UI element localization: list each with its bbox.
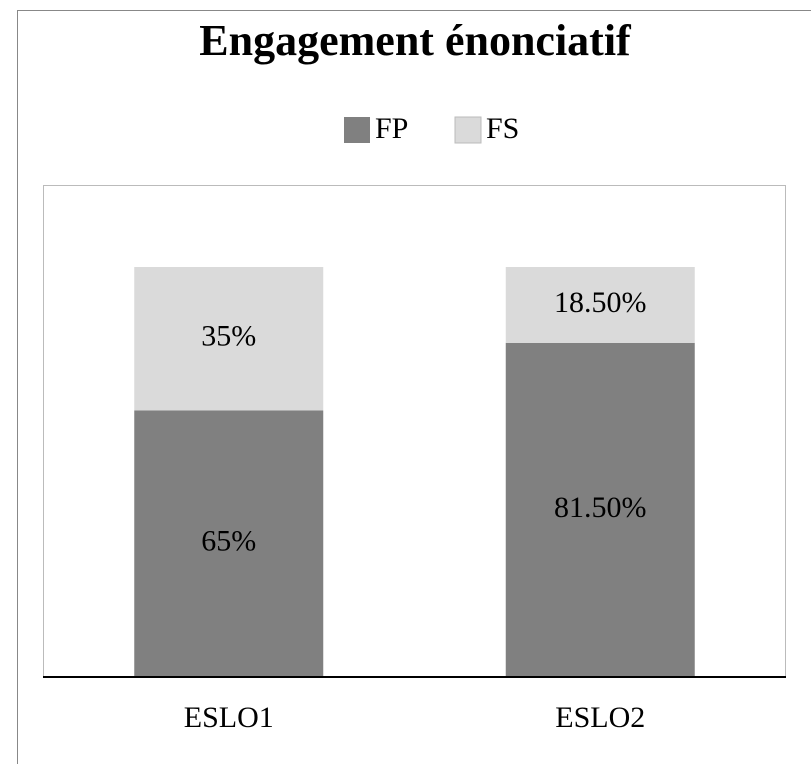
data-label: 65% [201, 525, 256, 558]
legend-swatch [454, 116, 482, 144]
legend-label: FP [375, 112, 408, 145]
x-tick-label: ESLO2 [555, 701, 645, 734]
legend-swatch [344, 117, 370, 143]
legend-label: FS [486, 112, 519, 145]
bar-segment [505, 267, 695, 343]
data-label: 81.50% [554, 491, 647, 524]
x-tick-label: ESLO1 [184, 701, 274, 734]
bar-segment [134, 267, 324, 411]
data-label: 18.50% [554, 286, 647, 319]
chart-title: Engagement énonciatif [199, 16, 632, 65]
data-label: 35% [201, 320, 256, 353]
bar-segment [505, 342, 695, 677]
bar-segment [134, 410, 324, 677]
